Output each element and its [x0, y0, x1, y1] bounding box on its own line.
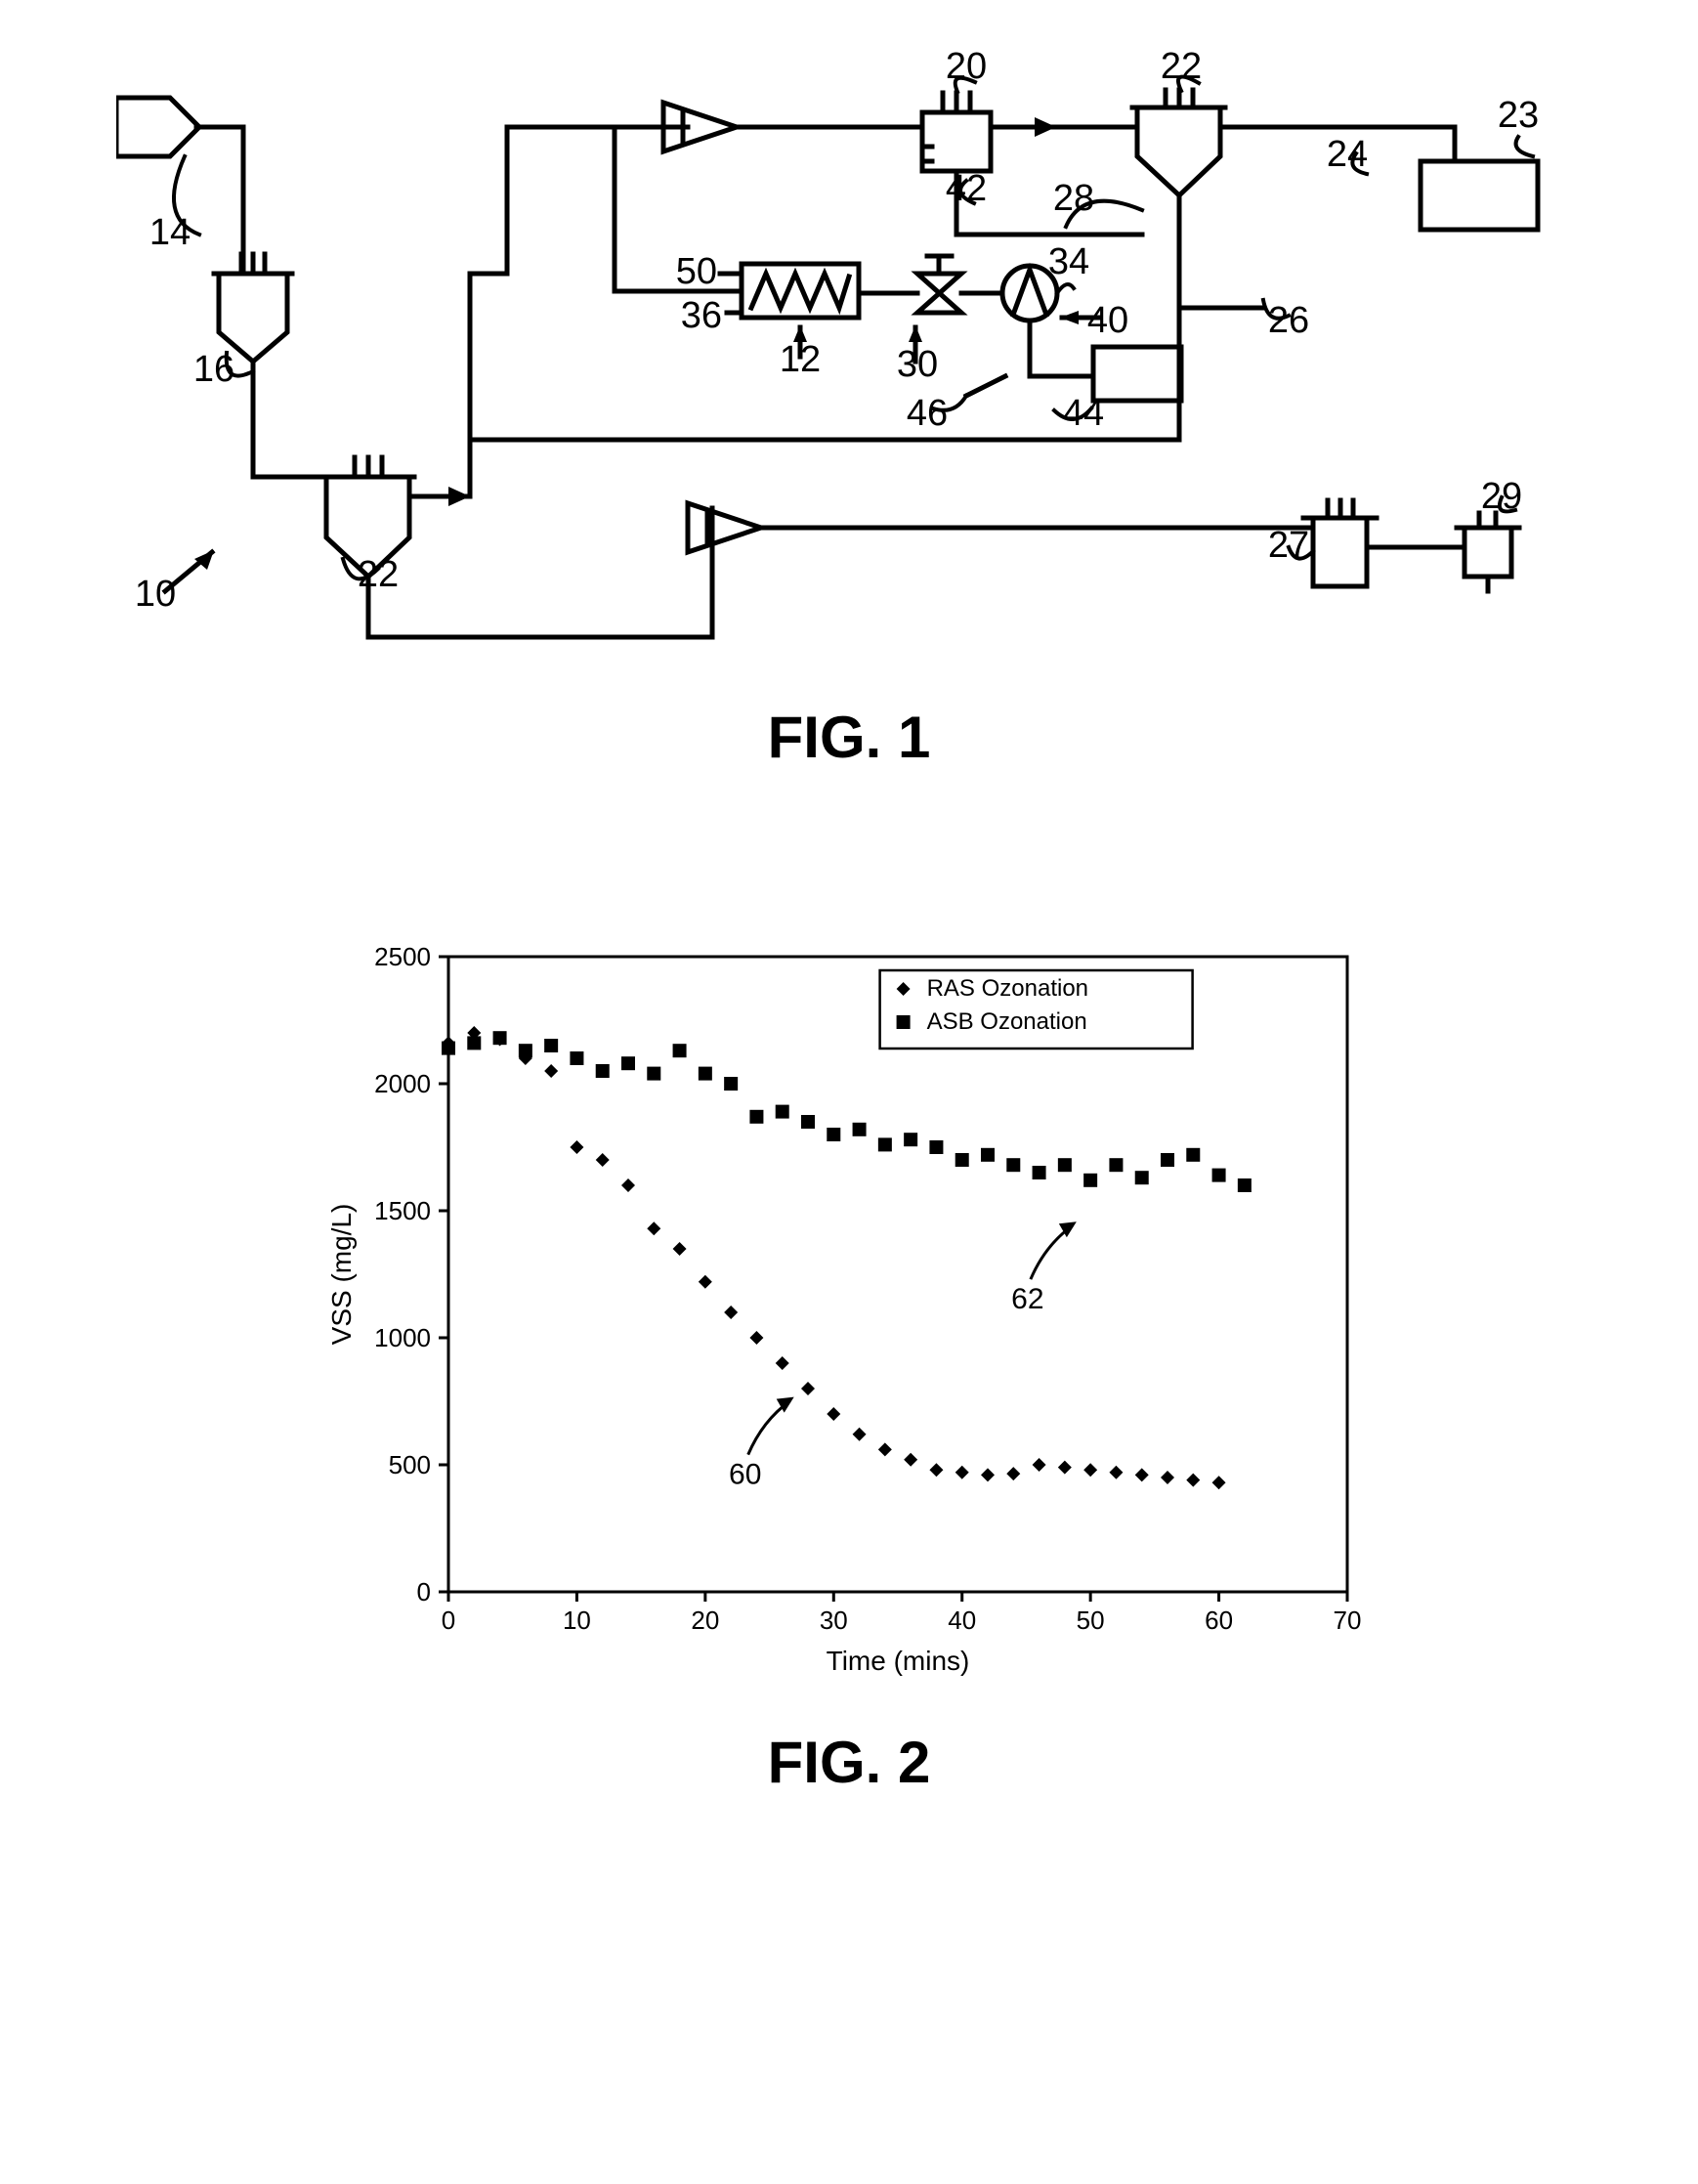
- comp-label-46: 46: [907, 393, 948, 434]
- ytick: 500: [389, 1450, 431, 1479]
- marker-square: [1186, 1148, 1200, 1162]
- comp-label-26: 26: [1268, 300, 1309, 341]
- marker-square: [904, 1133, 917, 1146]
- xtick: 70: [1334, 1606, 1362, 1635]
- marker-square: [621, 1056, 635, 1070]
- xtick: 0: [442, 1606, 455, 1635]
- comp-label-27: 27: [1268, 525, 1309, 566]
- legend-label: RAS Ozonation: [927, 975, 1088, 1002]
- comp-label-10: 10: [135, 574, 176, 615]
- ytick: 1000: [374, 1323, 431, 1352]
- callout-label: 60: [729, 1459, 761, 1491]
- comp-label-14: 14: [149, 212, 191, 253]
- comp-label-30: 30: [897, 344, 938, 385]
- ytick: 0: [417, 1577, 431, 1606]
- marker-square: [1083, 1174, 1097, 1187]
- marker-square: [1161, 1153, 1174, 1167]
- fig1-diagram: 14 16 10 22 20 22 23 24 26 28 42 5036 12 30 34 40 46 44 27…: [116, 39, 1582, 674]
- fig2-container: 0 10 20 30 40 50 60 70 0 500 1000 1500 2000 2500 Time …: [39, 927, 1659, 1796]
- marker-square: [1033, 1166, 1046, 1179]
- comp-label-42: 42: [946, 168, 987, 209]
- xtick: 60: [1205, 1606, 1233, 1635]
- marker-square: [544, 1039, 558, 1052]
- marker-square: [1238, 1178, 1252, 1192]
- marker-square: [724, 1077, 738, 1091]
- marker-square: [929, 1140, 943, 1154]
- marker-square: [878, 1137, 892, 1151]
- marker-square: [955, 1153, 969, 1167]
- comp-label-23: 23: [1498, 95, 1539, 136]
- comp-label-29: 29: [1481, 476, 1522, 517]
- comp-label-24: 24: [1327, 134, 1368, 175]
- marker-square: [981, 1148, 995, 1162]
- marker-square: [596, 1064, 610, 1078]
- marker-square: [570, 1051, 583, 1065]
- marker-square: [673, 1044, 687, 1057]
- callout-label: 62: [1011, 1283, 1043, 1315]
- fig1-container: 14 16 10 22 20 22 23 24 26 28 42 5036 12 30 34 40 46 44 27…: [39, 39, 1659, 771]
- fig1-caption: FIG. 1: [39, 704, 1659, 771]
- fig2-caption: FIG. 2: [39, 1729, 1659, 1796]
- marker-square: [827, 1128, 840, 1141]
- comp-label-40: 40: [1087, 300, 1128, 341]
- marker-square: [1109, 1158, 1123, 1172]
- marker-square: [1006, 1158, 1020, 1172]
- comp-label-36: 36: [681, 295, 722, 336]
- marker-square: [801, 1115, 815, 1129]
- marker-square: [1212, 1169, 1226, 1182]
- comp-label-50: 50: [676, 251, 717, 292]
- xtick: 10: [563, 1606, 591, 1635]
- comp-label-28: 28: [1053, 178, 1094, 219]
- marker-square: [1058, 1158, 1072, 1172]
- xtick: 50: [1077, 1606, 1105, 1635]
- xtick: 20: [691, 1606, 719, 1635]
- marker-square: [699, 1067, 712, 1081]
- ytick: 2000: [374, 1069, 431, 1098]
- marker-square: [467, 1036, 481, 1049]
- comp-label-22: 22: [358, 554, 399, 595]
- marker-square: [493, 1031, 507, 1045]
- comp-label-20: 20: [946, 46, 987, 87]
- marker-square: [1135, 1171, 1149, 1184]
- marker-square: [897, 1015, 911, 1029]
- fig2-chart: 0 10 20 30 40 50 60 70 0 500 1000 1500 2000 2500 Time …: [312, 927, 1386, 1690]
- marker-square: [749, 1110, 763, 1124]
- marker-square: [647, 1067, 660, 1081]
- marker-square: [519, 1044, 532, 1057]
- marker-square: [442, 1042, 455, 1055]
- comp-label-22: 22: [1161, 46, 1202, 87]
- comp-label-34: 34: [1048, 241, 1089, 282]
- marker-square: [776, 1105, 789, 1119]
- x-axis-label: Time (mins): [827, 1646, 970, 1676]
- comp-label-44: 44: [1063, 393, 1104, 434]
- marker-square: [853, 1123, 867, 1136]
- xtick: 30: [820, 1606, 848, 1635]
- ytick: 2500: [374, 942, 431, 971]
- xtick: 40: [948, 1606, 976, 1635]
- legend-label: ASB Ozonation: [927, 1008, 1087, 1035]
- comp-label-12: 12: [780, 339, 821, 380]
- y-axis-label: VSS (mg/L): [326, 1204, 357, 1346]
- comp-label-16: 16: [193, 349, 234, 390]
- ytick: 1500: [374, 1196, 431, 1225]
